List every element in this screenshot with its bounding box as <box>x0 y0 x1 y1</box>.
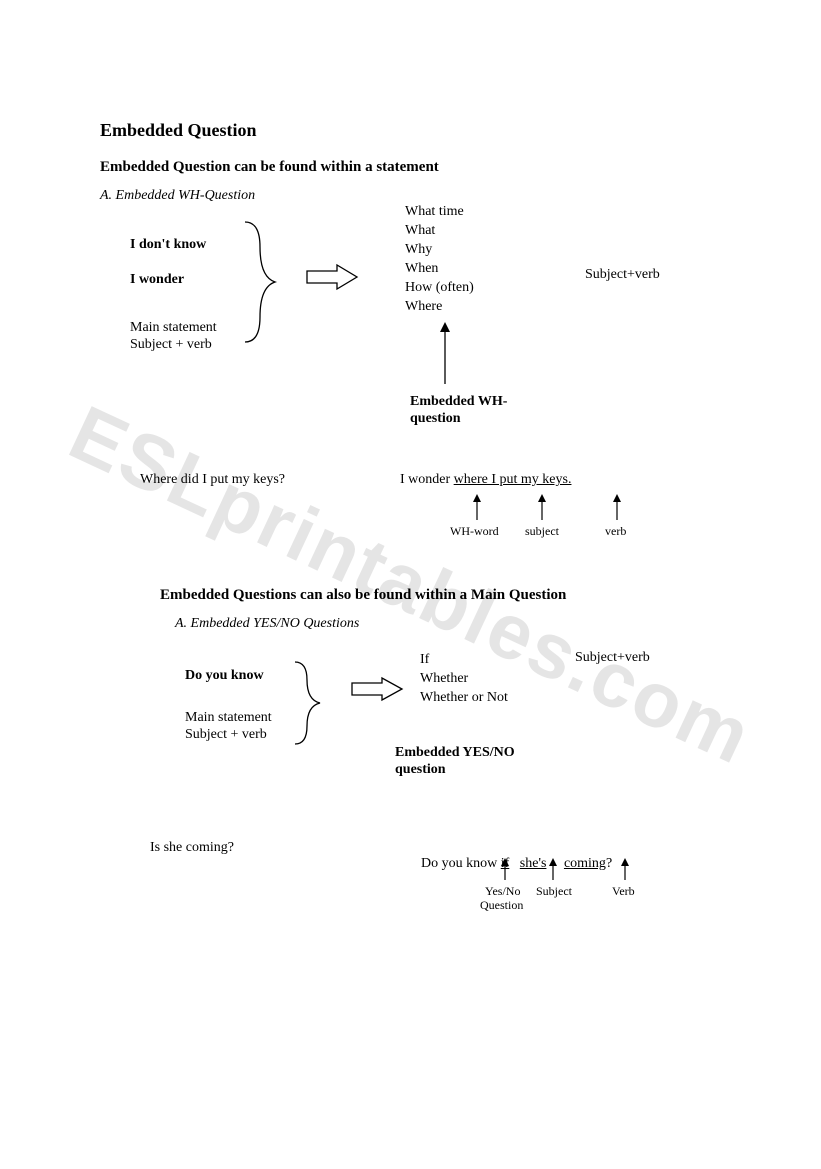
yn-word: Whether <box>420 669 508 688</box>
section2-label: A. Embedded YES/NO Questions <box>175 616 740 632</box>
wh-word: What time <box>405 202 474 221</box>
brace-icon <box>240 217 280 347</box>
ex2-shes: she's <box>520 856 547 871</box>
embedded-yn-label2: question <box>395 762 446 778</box>
ex2-coming: coming <box>564 856 606 871</box>
yn-word: If <box>420 650 508 669</box>
up-arrow-icon <box>618 858 632 882</box>
section2-annotations: Yes/No Question Subject Verb <box>100 890 740 930</box>
section2-heading: Embedded Questions can also be found wit… <box>160 587 740 604</box>
stem-note2b: Subject + verb <box>185 727 267 743</box>
arrow-icon <box>350 675 405 703</box>
subjverb-label-2: Subject+verb <box>575 650 650 666</box>
wh-words-list: What time What Why When How (often) Wher… <box>405 202 474 316</box>
embedded-yn-label1: Embedded YES/NO <box>395 745 515 761</box>
example-right-pre: I wonder <box>400 472 454 487</box>
wh-word: When <box>405 259 474 278</box>
ann-verb: verb <box>605 524 626 539</box>
brace-icon <box>290 658 325 748</box>
example-left-2: Is she coming? <box>150 840 234 856</box>
ann-subject-2: Subject <box>536 884 572 899</box>
stem-iwonder: I wonder <box>130 272 184 288</box>
subjverb-label: Subject+verb <box>585 267 660 283</box>
yn-word: Whether or Not <box>420 688 508 707</box>
wh-word: How (often) <box>405 278 474 297</box>
up-arrow-icon <box>498 858 512 882</box>
ann-verb-2: Verb <box>612 884 635 899</box>
wh-word: Where <box>405 297 474 316</box>
up-arrow-icon <box>435 322 455 387</box>
up-arrow-icon <box>535 494 549 522</box>
up-arrow-icon <box>610 494 624 522</box>
stem-idontknow: I don't know <box>130 237 206 253</box>
ex2-q: ? <box>606 856 612 871</box>
arrow-icon <box>305 262 360 292</box>
yn-words-list: If Whether Whether or Not <box>420 650 508 707</box>
ann-yn-b: Question <box>480 898 523 913</box>
ann-whword: WH-word <box>450 524 499 539</box>
example-left: Where did I put my keys? <box>140 472 285 488</box>
page-content: Embedded Question Embedded Question can … <box>100 120 740 930</box>
stem-note1: Main statement <box>130 320 217 336</box>
ann-subject: subject <box>525 524 559 539</box>
up-arrow-icon <box>470 494 484 522</box>
stem-note1b: Main statement <box>185 710 272 726</box>
stem-doyouknow: Do you know <box>185 668 264 684</box>
example-right: I wonder where I put my keys. <box>400 472 571 488</box>
ex2-pre: Do you know <box>421 856 501 871</box>
page-title: Embedded Question <box>100 120 740 141</box>
wh-word: Why <box>405 240 474 259</box>
section1-heading: Embedded Question can be found within a … <box>100 159 740 176</box>
stem-note2: Subject + verb <box>130 337 212 353</box>
embedded-wh-label2: question <box>410 411 461 427</box>
section1-diagram: I don't know I wonder Main statement Sub… <box>100 212 740 522</box>
embedded-wh-label1: Embedded WH- <box>410 394 507 410</box>
wh-word: What <box>405 221 474 240</box>
ann-yn-a: Yes/No <box>485 884 520 899</box>
example-right-underlined: where I put my keys. <box>454 472 572 487</box>
section2-diagram: Do you know Main statement Subject + ver… <box>100 640 740 890</box>
up-arrow-icon <box>546 858 560 882</box>
section1-annotations: WH-word subject verb <box>100 522 740 582</box>
